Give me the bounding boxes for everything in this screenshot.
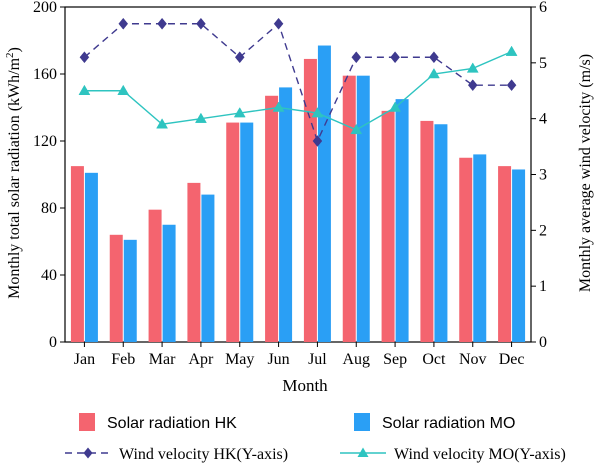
point-wind-hk-nov — [467, 79, 478, 92]
legend-label-wind-hk: Wind velocity HK(Y-axis) — [119, 446, 288, 463]
point-wind-hk-jun — [273, 17, 284, 30]
bar-hk-may — [226, 122, 240, 342]
x-tick-label-nov: Nov — [459, 351, 487, 368]
point-wind-mo-jan — [78, 84, 91, 95]
y-axis-left-title-main: Monthly total solar radiation (kWh/m — [6, 57, 23, 298]
point-wind-hk-sep — [390, 51, 400, 64]
x-tick-label-apr: Apr — [188, 351, 214, 368]
bar-hk-jan — [70, 166, 84, 342]
bar-hk-jun — [265, 95, 279, 343]
x-tick-label-feb: Feb — [111, 351, 135, 368]
bar-mo-mar — [162, 224, 176, 342]
x-tick-label-oct: Oct — [422, 351, 446, 368]
line-wind-hk — [83, 22, 512, 143]
bar-mo-aug — [356, 75, 370, 343]
line-wind-mo — [84, 51, 512, 131]
bar-mo-nov — [473, 154, 487, 342]
y-right-tick-label: 2 — [539, 222, 547, 239]
x-tick-label-jan: Jan — [74, 351, 95, 368]
point-wind-mo-jul — [311, 107, 324, 118]
point-wind-hk-jan — [79, 51, 90, 64]
point-wind-mo-aug — [350, 123, 363, 135]
y-left-tick-label: 160 — [33, 66, 57, 83]
legend-marker-wind-mo — [357, 447, 369, 457]
bar-hk-sep — [381, 110, 395, 342]
point-wind-mo-dec — [505, 45, 518, 56]
legend-label-wind-mo: Wind velocity MO(Y-axis) — [394, 446, 566, 463]
bar-hk-dec — [498, 166, 512, 342]
bar-mo-may — [240, 122, 254, 342]
bar-hk-mar — [148, 209, 162, 342]
point-wind-hk-feb — [118, 17, 129, 30]
y-right-tick-label: 3 — [539, 167, 547, 184]
axes-group: 0 40 80 120 160 200 0 1 2 3 4 5 6 Jan Feb Mar Apr May Jun J… — [33, 0, 547, 368]
bar-series-group — [70, 45, 526, 343]
x-axis-title: Month — [282, 376, 328, 395]
y-axis-left-title: Monthly total solar radiation (kWh/m2) — [4, 47, 23, 299]
x-tick-label-aug: Aug — [342, 351, 370, 368]
line-series-group — [78, 17, 518, 147]
y-right-tick-label: 4 — [539, 111, 547, 128]
y-left-tick-label: 200 — [33, 0, 57, 16]
bar-mo-feb — [123, 239, 137, 342]
bar-mo-dec — [512, 169, 526, 342]
bar-mo-apr — [201, 194, 215, 342]
point-wind-mo-apr — [194, 112, 207, 123]
bar-mo-oct — [434, 124, 448, 342]
bar-hk-nov — [459, 157, 473, 342]
y-left-tick-label: 120 — [33, 133, 57, 150]
x-tick-label-jun: Jun — [267, 351, 289, 368]
x-tick-label-dec: Dec — [499, 351, 525, 368]
y-right-tick-label: 1 — [539, 278, 547, 295]
x-tick-label-mar: Mar — [149, 351, 176, 368]
point-wind-mo-may — [233, 107, 246, 118]
bar-mo-jul — [317, 45, 331, 343]
y-left-tick-label: 40 — [41, 267, 57, 284]
point-wind-hk-aug — [351, 51, 362, 64]
point-wind-hk-apr — [196, 17, 206, 30]
bar-hk-jul — [303, 58, 317, 343]
y-axis-left-title-superscript: 2 — [4, 52, 16, 58]
x-tick-label-may: May — [225, 351, 254, 368]
legend-label-solar-mo: Solar radiation MO — [382, 415, 515, 432]
x-tick-label-jul: Jul — [308, 351, 327, 368]
y-right-tick-label: 0 — [539, 334, 547, 351]
point-wind-mo-oct — [427, 68, 440, 79]
legend-swatch-solar-mo — [354, 413, 370, 431]
point-wind-mo-sep — [389, 101, 402, 112]
bar-hk-aug — [342, 75, 356, 343]
bar-mo-jun — [279, 87, 293, 343]
legend: Solar radiation HK Solar radiation MO Wind… — [65, 413, 566, 463]
point-wind-mo-mar — [156, 118, 169, 129]
bar-hk-oct — [420, 120, 434, 343]
point-wind-mo-jun — [272, 101, 285, 112]
y-right-tick-label: 6 — [539, 0, 547, 16]
point-wind-mo-nov — [466, 62, 479, 73]
point-wind-hk-mar — [157, 17, 167, 30]
point-wind-hk-may — [234, 51, 245, 64]
bar-hk-feb — [109, 234, 123, 342]
x-tick-label-sep: Sep — [383, 351, 407, 368]
legend-label-solar-hk: Solar radiation HK — [107, 415, 237, 432]
point-wind-mo-feb — [117, 84, 130, 95]
bar-hk-apr — [187, 182, 201, 342]
legend-marker-wind-hk — [83, 447, 93, 459]
point-wind-hk-jul — [312, 135, 323, 147]
bar-mo-sep — [395, 99, 409, 342]
bar-mo-jan — [84, 172, 98, 342]
point-wind-hk-dec — [506, 79, 517, 92]
legend-swatch-solar-hk — [79, 413, 95, 431]
y-left-tick-label: 80 — [41, 200, 57, 217]
y-left-tick-label: 0 — [49, 334, 57, 351]
point-wind-hk-oct — [429, 51, 439, 64]
y-axis-right-title: Monthly average wind velocity (m/s) — [577, 54, 594, 292]
y-right-tick-label: 5 — [539, 55, 547, 72]
y-axis-left-title-tail: ) — [6, 47, 23, 52]
